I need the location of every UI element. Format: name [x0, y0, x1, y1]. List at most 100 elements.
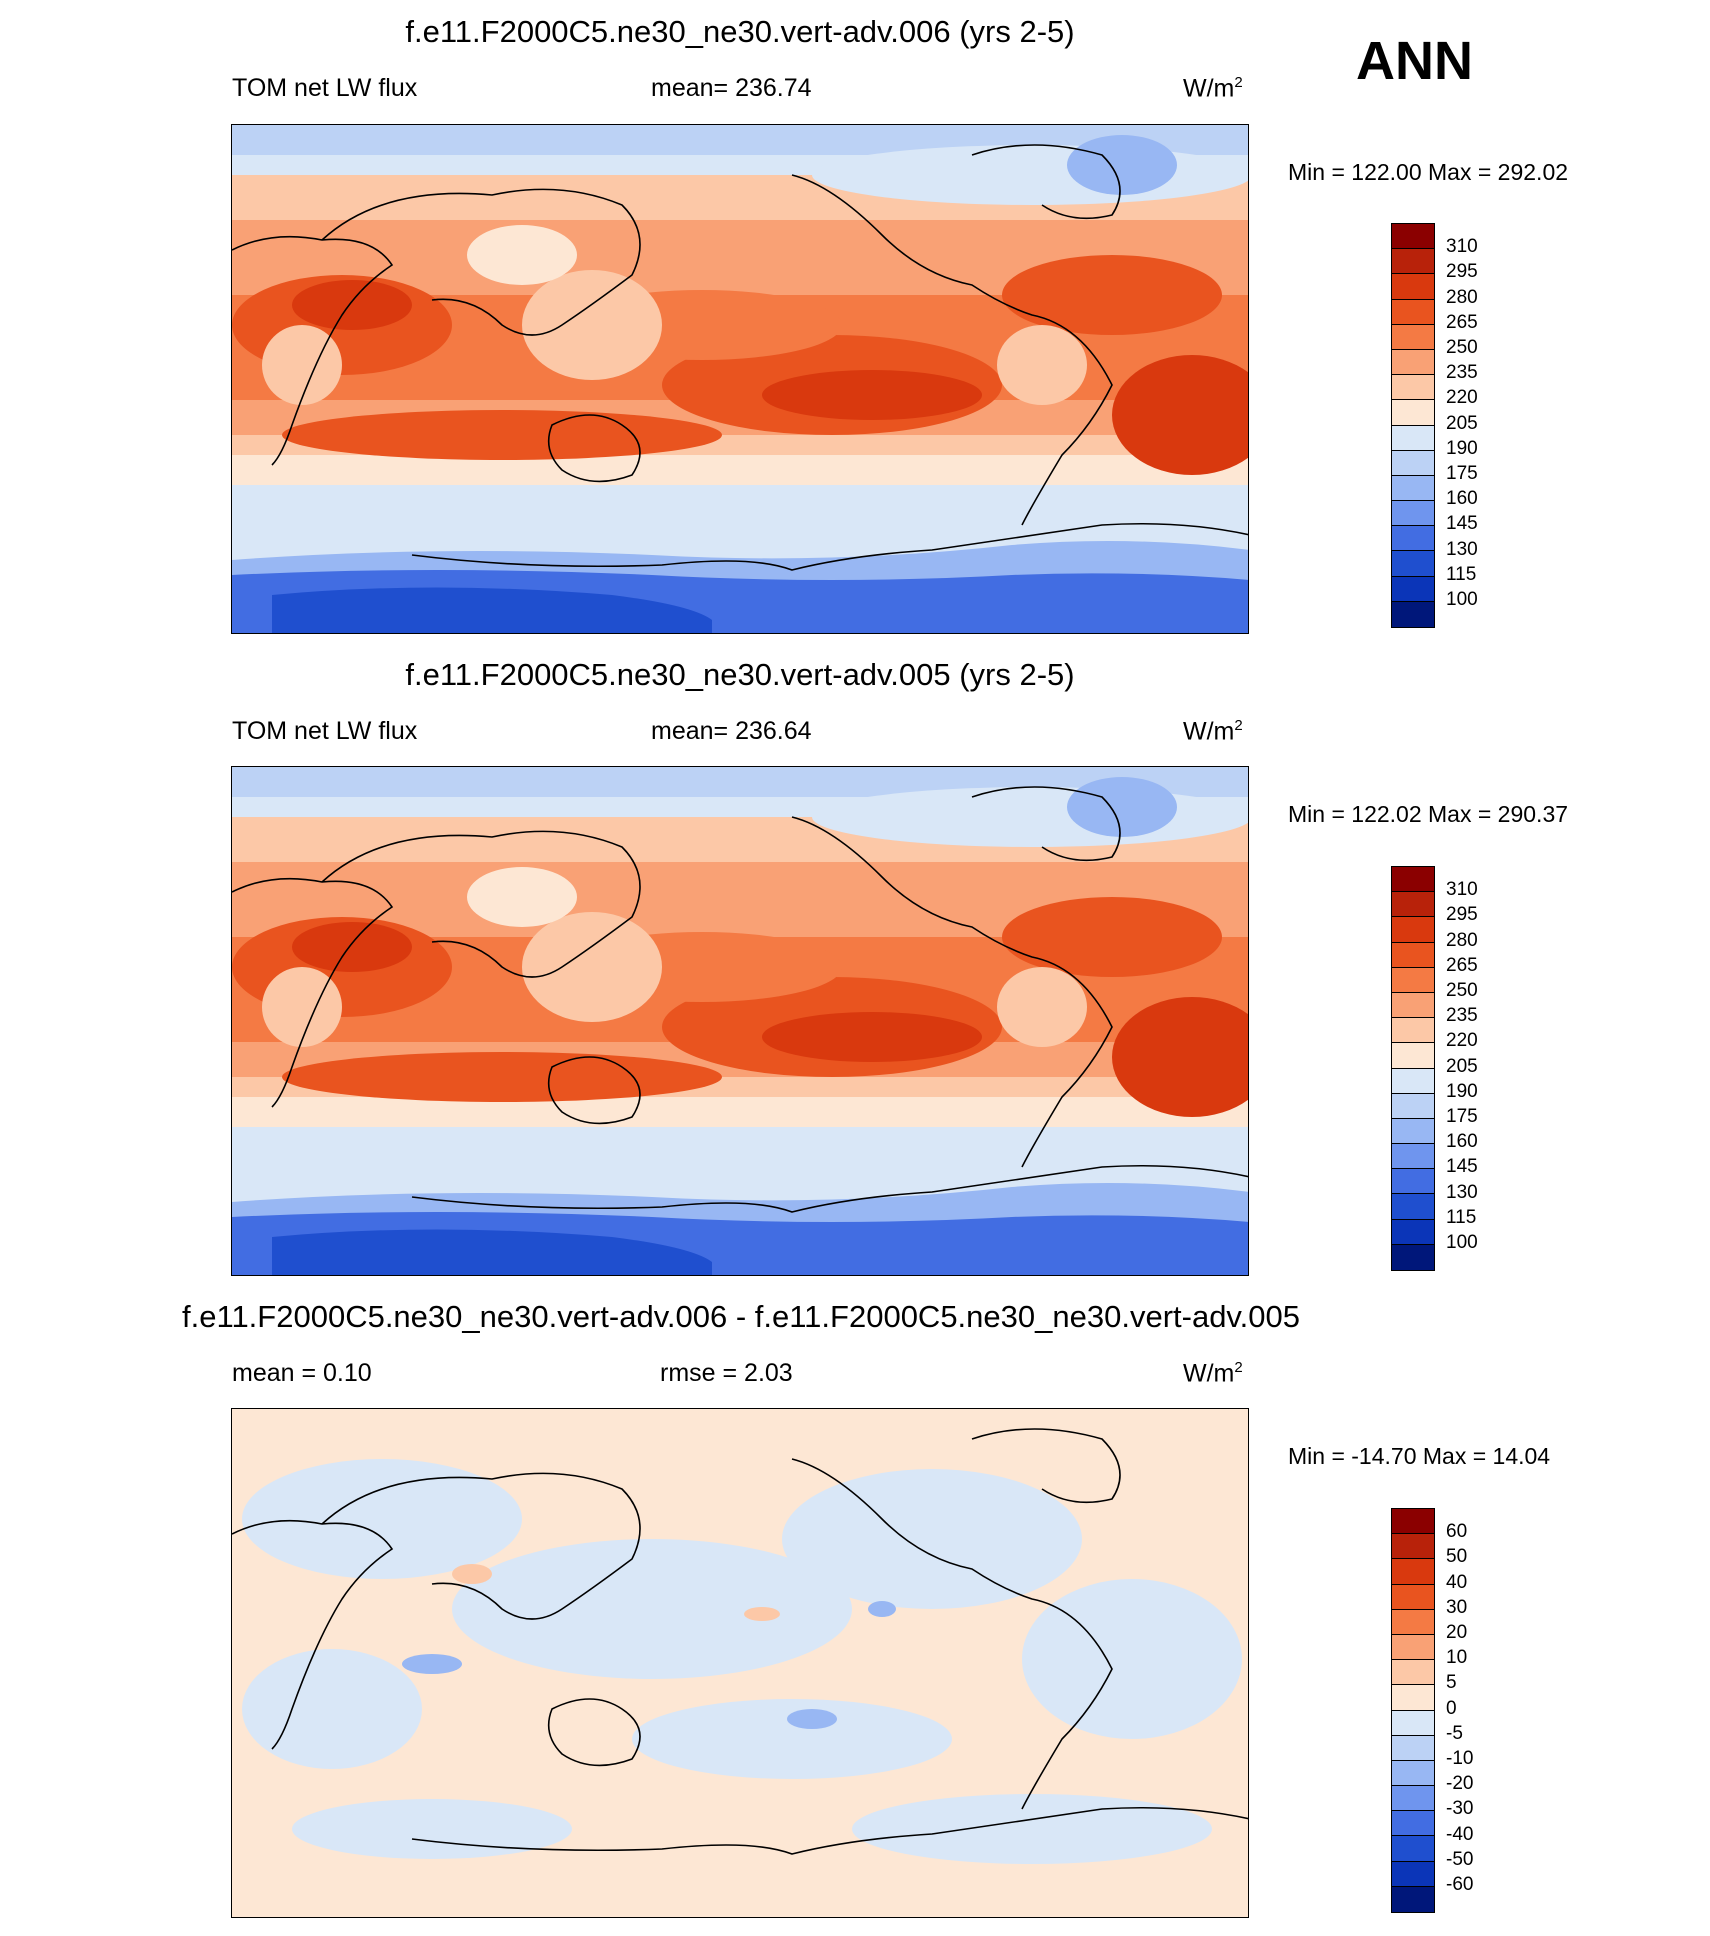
colorbar-swatch	[1392, 867, 1434, 893]
colorbar-tick-label: -20	[1446, 1773, 1474, 1795]
diff-warm-spot-1	[744, 1607, 780, 1621]
colorbar-swatch	[1392, 1194, 1434, 1220]
colorbar-swatch	[1392, 1609, 1434, 1635]
arabia-core	[292, 280, 412, 330]
panel-3-mean-label: mean = 0.10	[232, 1359, 372, 1387]
diff-cool-2	[452, 1539, 852, 1679]
diff-warm-spot-2	[452, 1564, 492, 1584]
south-mid-band-2	[232, 455, 1248, 485]
diff-blue-spot-3	[868, 1601, 896, 1617]
south-atlantic-core	[1112, 355, 1248, 475]
colorbar-tick-label: -50	[1446, 1848, 1474, 1870]
coastlines	[232, 144, 1248, 571]
greenland-cool	[1067, 135, 1177, 195]
colorbar-swatch	[1392, 1068, 1434, 1094]
colorbar-tick-label: 310	[1446, 236, 1478, 258]
colorbar-tick-label: -60	[1446, 1874, 1474, 1895]
colorbar-tick-label: -10	[1446, 1748, 1474, 1769]
colorbar-swatch	[1392, 942, 1434, 968]
colorbar-tick-label: 115	[1446, 1206, 1477, 1228]
colorbar-tick-label: 295	[1446, 261, 1478, 283]
colorbar-tick-label: 190	[1446, 437, 1478, 459]
amazon-cool	[997, 325, 1087, 405]
colorbar-tick-label: 160	[1446, 488, 1478, 510]
colorbar-swatch	[1392, 400, 1434, 426]
colorbar-tick-label: 10	[1446, 1647, 1468, 1669]
colorbar-tick-label: 295	[1446, 904, 1478, 926]
colorbar-swatch	[1392, 425, 1434, 451]
colorbar-tick-label: 205	[1446, 412, 1478, 434]
diff-blue-spot-2	[787, 1709, 837, 1729]
colorbar-tick-label: 50	[1446, 1546, 1468, 1568]
colorbar-swatch	[1392, 992, 1434, 1019]
colorbar-tick-label: 280	[1446, 929, 1478, 951]
colorbar-tick-label: 0	[1446, 1697, 1457, 1719]
colorbar-swatch	[1392, 601, 1434, 627]
colorbar-swatch	[1392, 526, 1434, 552]
north-america-cool	[812, 145, 1248, 205]
panel-2-map	[231, 766, 1249, 1276]
colorbar-swatch	[1392, 1786, 1434, 1812]
diff-cool-4	[1022, 1579, 1242, 1739]
colorbar-swatch	[1392, 249, 1434, 275]
diff-cool-6	[632, 1699, 952, 1779]
panel-2-minmax-label: Min = 122.02 Max = 290.37	[1288, 801, 1569, 827]
colorbar-swatch	[1392, 1219, 1434, 1245]
colorbar-tick-label: 235	[1446, 1005, 1478, 1027]
colorbar-tick-label: -5	[1446, 1722, 1463, 1744]
colorbar-swatch	[1392, 551, 1434, 577]
colorbar-tick-label: 100	[1446, 1232, 1478, 1253]
colorbar-tick-label: 20	[1446, 1622, 1468, 1643]
diff-cool-5	[242, 1649, 422, 1769]
colorbar-swatch	[1392, 299, 1434, 325]
colorbar-swatch	[1392, 967, 1434, 993]
colorbar-swatch	[1392, 1710, 1434, 1736]
colorbar-swatch	[1392, 1584, 1434, 1610]
colorbar-swatch	[1392, 1811, 1434, 1837]
colorbar-tick-label: 30	[1446, 1596, 1468, 1618]
colorbar-swatch	[1392, 1660, 1434, 1686]
colorbar-tick-label: 145	[1446, 513, 1478, 535]
colorbar-swatch	[1392, 1509, 1434, 1535]
panel-3-minmax-label: Min = -14.70 Max = 14.04	[1288, 1443, 1551, 1469]
panel-2-variable-label: TOM net LW flux	[232, 717, 418, 745]
tibet-cool	[467, 225, 577, 285]
colorbar-tick-label: 220	[1446, 1030, 1478, 1052]
central-africa-cool	[262, 325, 342, 405]
colorbar-swatch	[1392, 1861, 1434, 1887]
panel-1-mean-label: mean= 236.74	[651, 74, 812, 102]
colorbar-swatch	[1392, 1886, 1434, 1912]
colorbar-tick-label: 130	[1446, 1181, 1478, 1203]
panel-1-units-label: W/m2	[1183, 74, 1243, 103]
colorbar-swatch	[1392, 274, 1434, 300]
colorbar-tick-label: 60	[1446, 1521, 1468, 1543]
colorbar-swatch	[1392, 1634, 1434, 1661]
panel-2-title: f.e11.F2000C5.ne30_ne30.vert-adv.005 (yr…	[405, 657, 1075, 692]
north-atlantic-core	[1002, 255, 1222, 335]
season-label: ANN	[1356, 31, 1473, 91]
colorbar-swatch	[1392, 224, 1434, 250]
colorbar-swatch	[1392, 1559, 1434, 1585]
colorbar-tick-label: 145	[1446, 1156, 1478, 1178]
southern-ocean-band	[232, 485, 1248, 530]
colorbar-swatch	[1392, 1685, 1434, 1711]
colorbar-tick-label: 100	[1446, 589, 1478, 610]
panel-2-mean-label: mean= 236.64	[651, 717, 812, 745]
panel-3-units-label: W/m2	[1183, 1359, 1243, 1388]
panel-1-map	[231, 124, 1249, 634]
colorbar-swatch	[1392, 475, 1434, 502]
panel-3-rmse-label: rmse = 2.03	[660, 1359, 793, 1387]
colorbar-swatch	[1392, 1244, 1434, 1270]
colorbar-tick-label: 205	[1446, 1055, 1478, 1077]
colorbar-tick-label: 115	[1446, 563, 1477, 585]
panel-1-minmax-label: Min = 122.00 Max = 292.02	[1288, 159, 1569, 185]
panel-2-units-label: W/m2	[1183, 717, 1243, 746]
colorbar-tick-label: 160	[1446, 1131, 1478, 1153]
warm-pool-cool	[522, 270, 662, 380]
colorbar-swatch	[1392, 1043, 1434, 1069]
diff-cool-8	[292, 1799, 572, 1859]
panel-3-map	[231, 1408, 1249, 1918]
colorbar-tick-label: 250	[1446, 980, 1478, 1001]
colorbar-tick-label: 235	[1446, 362, 1478, 384]
colorbar-swatch	[1392, 1144, 1434, 1170]
